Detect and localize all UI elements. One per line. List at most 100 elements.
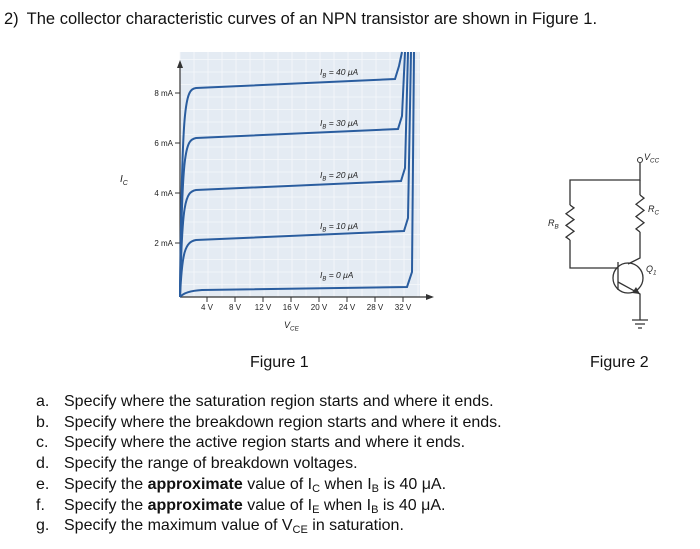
- resistor: [564, 204, 576, 241]
- ground: [632, 319, 648, 329]
- axis-arrow: [177, 60, 183, 68]
- characteristic-curve: [179, 51, 409, 298]
- item-text: Specify where the active region starts a…: [64, 434, 466, 452]
- label-main: I: [320, 67, 323, 77]
- y-tick-label: 4 mA: [154, 189, 173, 198]
- wire: [569, 240, 618, 269]
- question-item: g. Specify the maximum value of VCE in sa…: [36, 516, 502, 537]
- item-text: Specify the range of breakdown voltages.: [64, 455, 358, 473]
- label-rest: = 40 μA: [326, 67, 358, 77]
- label-sub: CE: [290, 326, 300, 333]
- x-tick-label: 12 V: [255, 303, 272, 312]
- figure-caption: Figure 1: [250, 354, 309, 371]
- label-rest: = 10 μA: [326, 221, 358, 231]
- question-text: The collector characteristic curves of a…: [26, 10, 598, 28]
- item-text: Specify the maximum value of V: [64, 517, 293, 535]
- question-item: d. Specify the range of breakdown voltage…: [36, 454, 502, 475]
- transistor: [612, 262, 644, 294]
- x-tick-label: 4 V: [201, 303, 214, 312]
- item-letter: a.: [36, 393, 50, 410]
- question-number: 2): [4, 10, 19, 28]
- label-rest: = 20 μA: [326, 170, 358, 180]
- question-item: e. Specify the approximate value of IC wh…: [36, 475, 502, 496]
- label-sub: C: [123, 180, 129, 187]
- label: RC: [648, 204, 660, 217]
- y-tick-label: 8 mA: [154, 89, 173, 98]
- label-sub: B: [322, 74, 326, 80]
- item-text: CE: [292, 524, 308, 537]
- node: [637, 157, 643, 163]
- item-text: Specify the: [64, 475, 148, 493]
- item-text: Specify the: [64, 496, 148, 514]
- item-text: Specify where the saturation region star…: [64, 393, 494, 410]
- label: Q1: [646, 264, 657, 277]
- item-text: E: [312, 503, 320, 516]
- label-sub: B: [322, 228, 326, 234]
- label: IB = 30 μA: [320, 118, 359, 131]
- question-list: a. Specify where the saturation region st…: [36, 392, 502, 537]
- item-letter: e.: [36, 475, 50, 493]
- resistor: [634, 194, 646, 233]
- wire: [569, 163, 641, 205]
- item-text: Specify where the breakdown region start…: [64, 413, 502, 431]
- question-item: f. Specify the approximate value of IE wh…: [36, 496, 502, 517]
- label: RB: [548, 218, 559, 231]
- label: VCE: [284, 320, 300, 333]
- figure-caption: Figure 2: [590, 354, 649, 371]
- label-main: R: [548, 218, 555, 228]
- label-rest: = 0 μA: [326, 270, 353, 280]
- item-text: in saturation.: [307, 517, 404, 535]
- emitter-arrow: [632, 287, 640, 294]
- item-text: is 40 μA.: [378, 496, 446, 514]
- item-text: value of I: [242, 475, 313, 493]
- label-sub: B: [322, 277, 326, 283]
- y-tick-label: 2 mA: [154, 239, 173, 248]
- x-tick-label: 24 V: [339, 303, 356, 312]
- label-sub: C: [655, 210, 660, 217]
- label-sub: CC: [650, 158, 660, 165]
- label-sub: B: [555, 224, 559, 231]
- item-text: approximate: [147, 496, 243, 514]
- item-text: B: [371, 482, 380, 495]
- item-text: when I: [319, 496, 372, 514]
- question-item: b. Specify where the breakdown region sta…: [36, 413, 502, 434]
- item-letter: c.: [36, 434, 49, 452]
- item-text: approximate: [147, 475, 243, 493]
- label-main: R: [648, 204, 655, 214]
- item-letter: f.: [36, 496, 45, 514]
- x-tick-label: 32 V: [395, 303, 412, 312]
- wire: [627, 180, 641, 265]
- question: 2) The collector characteristic curves of…: [4, 10, 597, 29]
- label-sub: B: [322, 125, 326, 131]
- transistor-emitter: [617, 281, 641, 320]
- item-letter: d.: [36, 455, 50, 473]
- item-letter: g.: [36, 517, 50, 535]
- label: IB = 40 μA: [320, 67, 359, 80]
- label-main: V: [284, 320, 291, 330]
- x-tick-label: 20 V: [311, 303, 328, 312]
- question-item: a. Specify where the saturation region st…: [36, 392, 502, 413]
- label-main: I: [120, 174, 123, 185]
- item-text: is 40 μA.: [379, 475, 447, 493]
- label-main: V: [644, 152, 651, 162]
- x-tick-label: 8 V: [229, 303, 242, 312]
- label-main: I: [320, 221, 323, 231]
- item-letter: b.: [36, 413, 50, 431]
- label: IB = 0 μA: [320, 270, 354, 283]
- label-main: I: [320, 118, 323, 128]
- label-main: I: [320, 270, 323, 280]
- label-main: I: [320, 170, 323, 180]
- label-sub: B: [322, 177, 326, 183]
- label: IB = 20 μA: [320, 170, 359, 183]
- label: IC: [120, 174, 129, 187]
- x-tick-label: 28 V: [367, 303, 384, 312]
- label-main: Q: [646, 264, 653, 274]
- question-item: c. Specify where the active region starts…: [36, 433, 502, 454]
- item-text: C: [312, 482, 321, 495]
- x-tick-label: 16 V: [283, 303, 300, 312]
- label-sub: 1: [653, 270, 657, 277]
- axis-arrow: [426, 294, 434, 300]
- characteristic-curve: [179, 51, 415, 298]
